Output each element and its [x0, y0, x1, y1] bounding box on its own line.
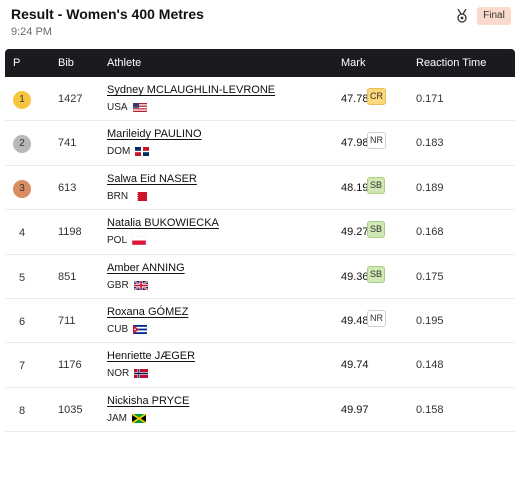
bib-number: 1427 [58, 93, 83, 105]
mark-value: 49.97 [341, 403, 369, 416]
page-title: Result - Women's 400 Metres [11, 6, 204, 22]
athlete-name-link[interactable]: Amber ANNING [107, 261, 185, 274]
page-header: Result - Women's 400 Metres 9:24 PM Fina… [11, 6, 511, 42]
bib-number: 1176 [58, 359, 82, 372]
bib-number: 613 [58, 181, 77, 194]
record-badge: NR [367, 132, 386, 150]
position-medal-badge: 3 [13, 179, 31, 198]
status-badge: Final [477, 7, 511, 25]
country-info: DOM [107, 146, 150, 158]
table-row[interactable]: 2 741 Marileidy PAULINO DOM 47.98 NR 0.1… [5, 121, 515, 166]
country-info: CUB [107, 323, 148, 335]
results-table: P Bib Athlete Mark Reaction Time 1 1427 … [5, 49, 515, 433]
usa-flag-icon [132, 103, 147, 112]
athlete-name-link[interactable]: Sydney MCLAUGHLIN-LEVRONE [107, 84, 276, 96]
country-info: JAM [107, 413, 146, 424]
country-info: USA [107, 102, 147, 113]
country-code: POL [107, 235, 128, 247]
table-row[interactable]: 7 1176 Henriette JÆGER NOR 49.74 0.148 [5, 343, 515, 388]
column-header-athlete[interactable]: Athlete [107, 57, 142, 69]
athlete-name-link[interactable]: Marileidy PAULINO [107, 128, 202, 141]
table-row[interactable]: 8 1035 Nickisha PRYCE JAM 49.97 0.158 [5, 388, 515, 433]
country-code: NOR [107, 368, 130, 380]
reaction-time-value: 0.189 [416, 181, 444, 194]
bib-number: 711 [58, 314, 76, 327]
country-code: JAM [107, 412, 127, 424]
bib-number: 1198 [58, 226, 82, 239]
country-code: USA [107, 102, 128, 113]
reaction-time-value: 0.183 [416, 137, 444, 150]
bib-number: 1035 [58, 403, 83, 416]
position-number: 6 [18, 315, 26, 328]
reaction-time-value: 0.195 [416, 314, 444, 327]
cub-flag-icon [133, 324, 148, 334]
column-header-position[interactable]: P [13, 57, 21, 69]
position-number: 4 [18, 227, 26, 240]
pol-flag-icon [132, 236, 147, 246]
table-row[interactable]: 1 1427 Sydney MCLAUGHLIN-LEVRONE USA 47.… [5, 77, 515, 122]
country-code: CUB [107, 323, 129, 335]
reaction-time-value: 0.175 [416, 270, 444, 283]
mark-value: 49.36 [341, 270, 369, 283]
dom-flag-icon [135, 147, 150, 157]
column-header-reaction-time[interactable]: Reaction Time [416, 57, 487, 69]
position-medal-badge: 2 [13, 135, 31, 154]
medal-icon [457, 9, 467, 23]
mark-value: 48.19 [341, 181, 369, 194]
athlete-name-link[interactable]: Nickisha PRYCE [107, 394, 190, 407]
record-badge: NR [367, 309, 386, 327]
mark-value: 47.98 [341, 137, 369, 150]
table-header: P Bib Athlete Mark Reaction Time [5, 49, 515, 77]
reaction-time-value: 0.168 [416, 226, 444, 239]
position-number: 5 [18, 271, 26, 284]
position-number: 7 [18, 360, 26, 373]
column-header-mark[interactable]: Mark [341, 57, 366, 69]
record-badge: SB [367, 265, 386, 283]
country-info: BRN [107, 190, 148, 202]
bib-number: 851 [58, 270, 77, 283]
country-info: POL [107, 235, 147, 247]
country-code: DOM [107, 146, 131, 158]
reaction-time-value: 0.158 [416, 403, 444, 416]
reaction-time-value: 0.148 [416, 359, 444, 372]
athlete-name-link[interactable]: Roxana GÓMEZ [107, 305, 189, 318]
event-time: 9:24 PM [11, 26, 52, 38]
table-body: 1 1427 Sydney MCLAUGHLIN-LEVRONE USA 47.… [5, 77, 515, 433]
table-row[interactable]: 4 1198 Natalia BUKOWIECKA POL 49.27 SB 0… [5, 210, 515, 255]
athlete-name-link[interactable]: Natalia BUKOWIECKA [107, 217, 219, 230]
country-info: NOR [107, 368, 149, 380]
country-code: BRN [107, 190, 129, 202]
country-info: GBR [107, 280, 148, 291]
athlete-name-link[interactable]: Henriette JÆGER [107, 350, 196, 363]
mark-value: 49.48 [341, 314, 369, 327]
table-row[interactable]: 5 851 Amber ANNING GBR 49.36 SB 0.175 [5, 255, 515, 299]
nor-flag-icon [134, 369, 149, 379]
record-badge: CR [367, 88, 386, 105]
mark-value: 49.27 [341, 226, 369, 239]
gbr-flag-icon [133, 280, 148, 290]
table-row[interactable]: 3 613 Salwa Eid NASER BRN 48.19 SB 0.189 [5, 166, 515, 211]
record-badge: SB [367, 221, 386, 239]
mark-value: 47.78 [341, 93, 369, 105]
country-code: GBR [107, 279, 129, 291]
athlete-name-link[interactable]: Salwa Eid NASER [107, 172, 197, 185]
record-badge: SB [367, 176, 386, 194]
table-row[interactable]: 6 711 Roxana GÓMEZ CUB 49.48 NR 0.195 [5, 299, 515, 344]
mark-value: 49.74 [341, 359, 369, 372]
bib-number: 741 [58, 137, 77, 150]
jam-flag-icon [132, 413, 146, 423]
brn-flag-icon [133, 191, 148, 201]
position-number: 8 [18, 404, 26, 417]
column-header-bib[interactable]: Bib [58, 57, 74, 69]
position-medal-badge: 1 [13, 91, 31, 109]
reaction-time-value: 0.171 [416, 93, 444, 105]
